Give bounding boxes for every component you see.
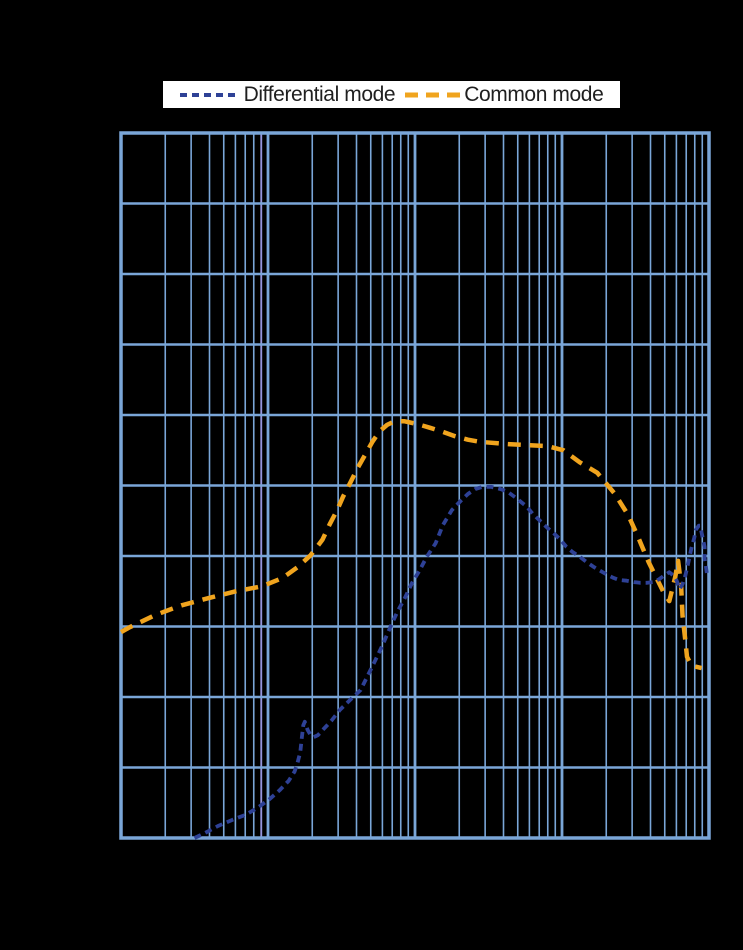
chart-legend: Differential mode Common mode: [163, 81, 620, 108]
legend-item-common-mode: Common mode: [405, 82, 604, 107]
plot-border: [119, 131, 711, 840]
differential-mode-dash-sample-icon: [179, 92, 240, 97]
common-mode-dash-sample-icon: [405, 92, 461, 97]
curve-common-mode: [119, 419, 703, 671]
legend-label-common-mode: Common mode: [464, 82, 604, 106]
curve-differential-mode: [193, 485, 710, 840]
legend-label-differential-mode: Differential mode: [243, 82, 396, 106]
legend-item-differential-mode: Differential mode: [179, 82, 396, 107]
